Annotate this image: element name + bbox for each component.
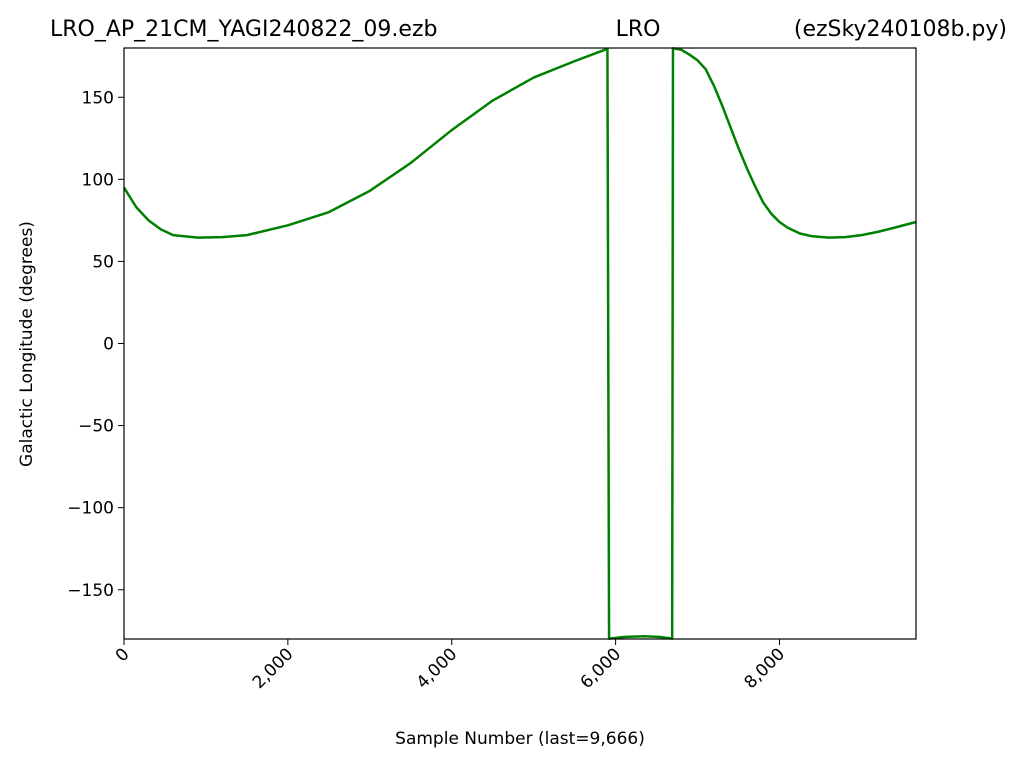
x-tick-label: 2,000	[249, 644, 298, 693]
y-tick-label: −150	[67, 581, 114, 601]
y-tick-label: 50	[92, 252, 114, 272]
chart-title-right: (ezSky240108b.py)	[794, 17, 1007, 42]
y-axis-label: Galactic Longitude (degrees)	[17, 221, 37, 467]
x-tick-label: 0	[112, 644, 134, 666]
x-tick-label: 6,000	[577, 644, 626, 693]
y-tick-label: 150	[82, 88, 114, 108]
y-tick-label: −50	[78, 417, 114, 437]
x-axis-label: Sample Number (last=9,666)	[395, 729, 645, 749]
chart-title-left: LRO_AP_21CM_YAGI240822_09.ezb	[50, 17, 437, 42]
y-tick-label: 100	[82, 170, 114, 190]
y-tick-label: −100	[67, 499, 114, 519]
x-tick-label: 4,000	[413, 644, 462, 693]
data-line	[122, 47, 917, 640]
chart-title-center: LRO	[616, 17, 661, 42]
plot-frame	[123, 47, 917, 640]
y-tick-label: 0	[103, 335, 114, 355]
x-tick-label: 8,000	[740, 644, 789, 693]
